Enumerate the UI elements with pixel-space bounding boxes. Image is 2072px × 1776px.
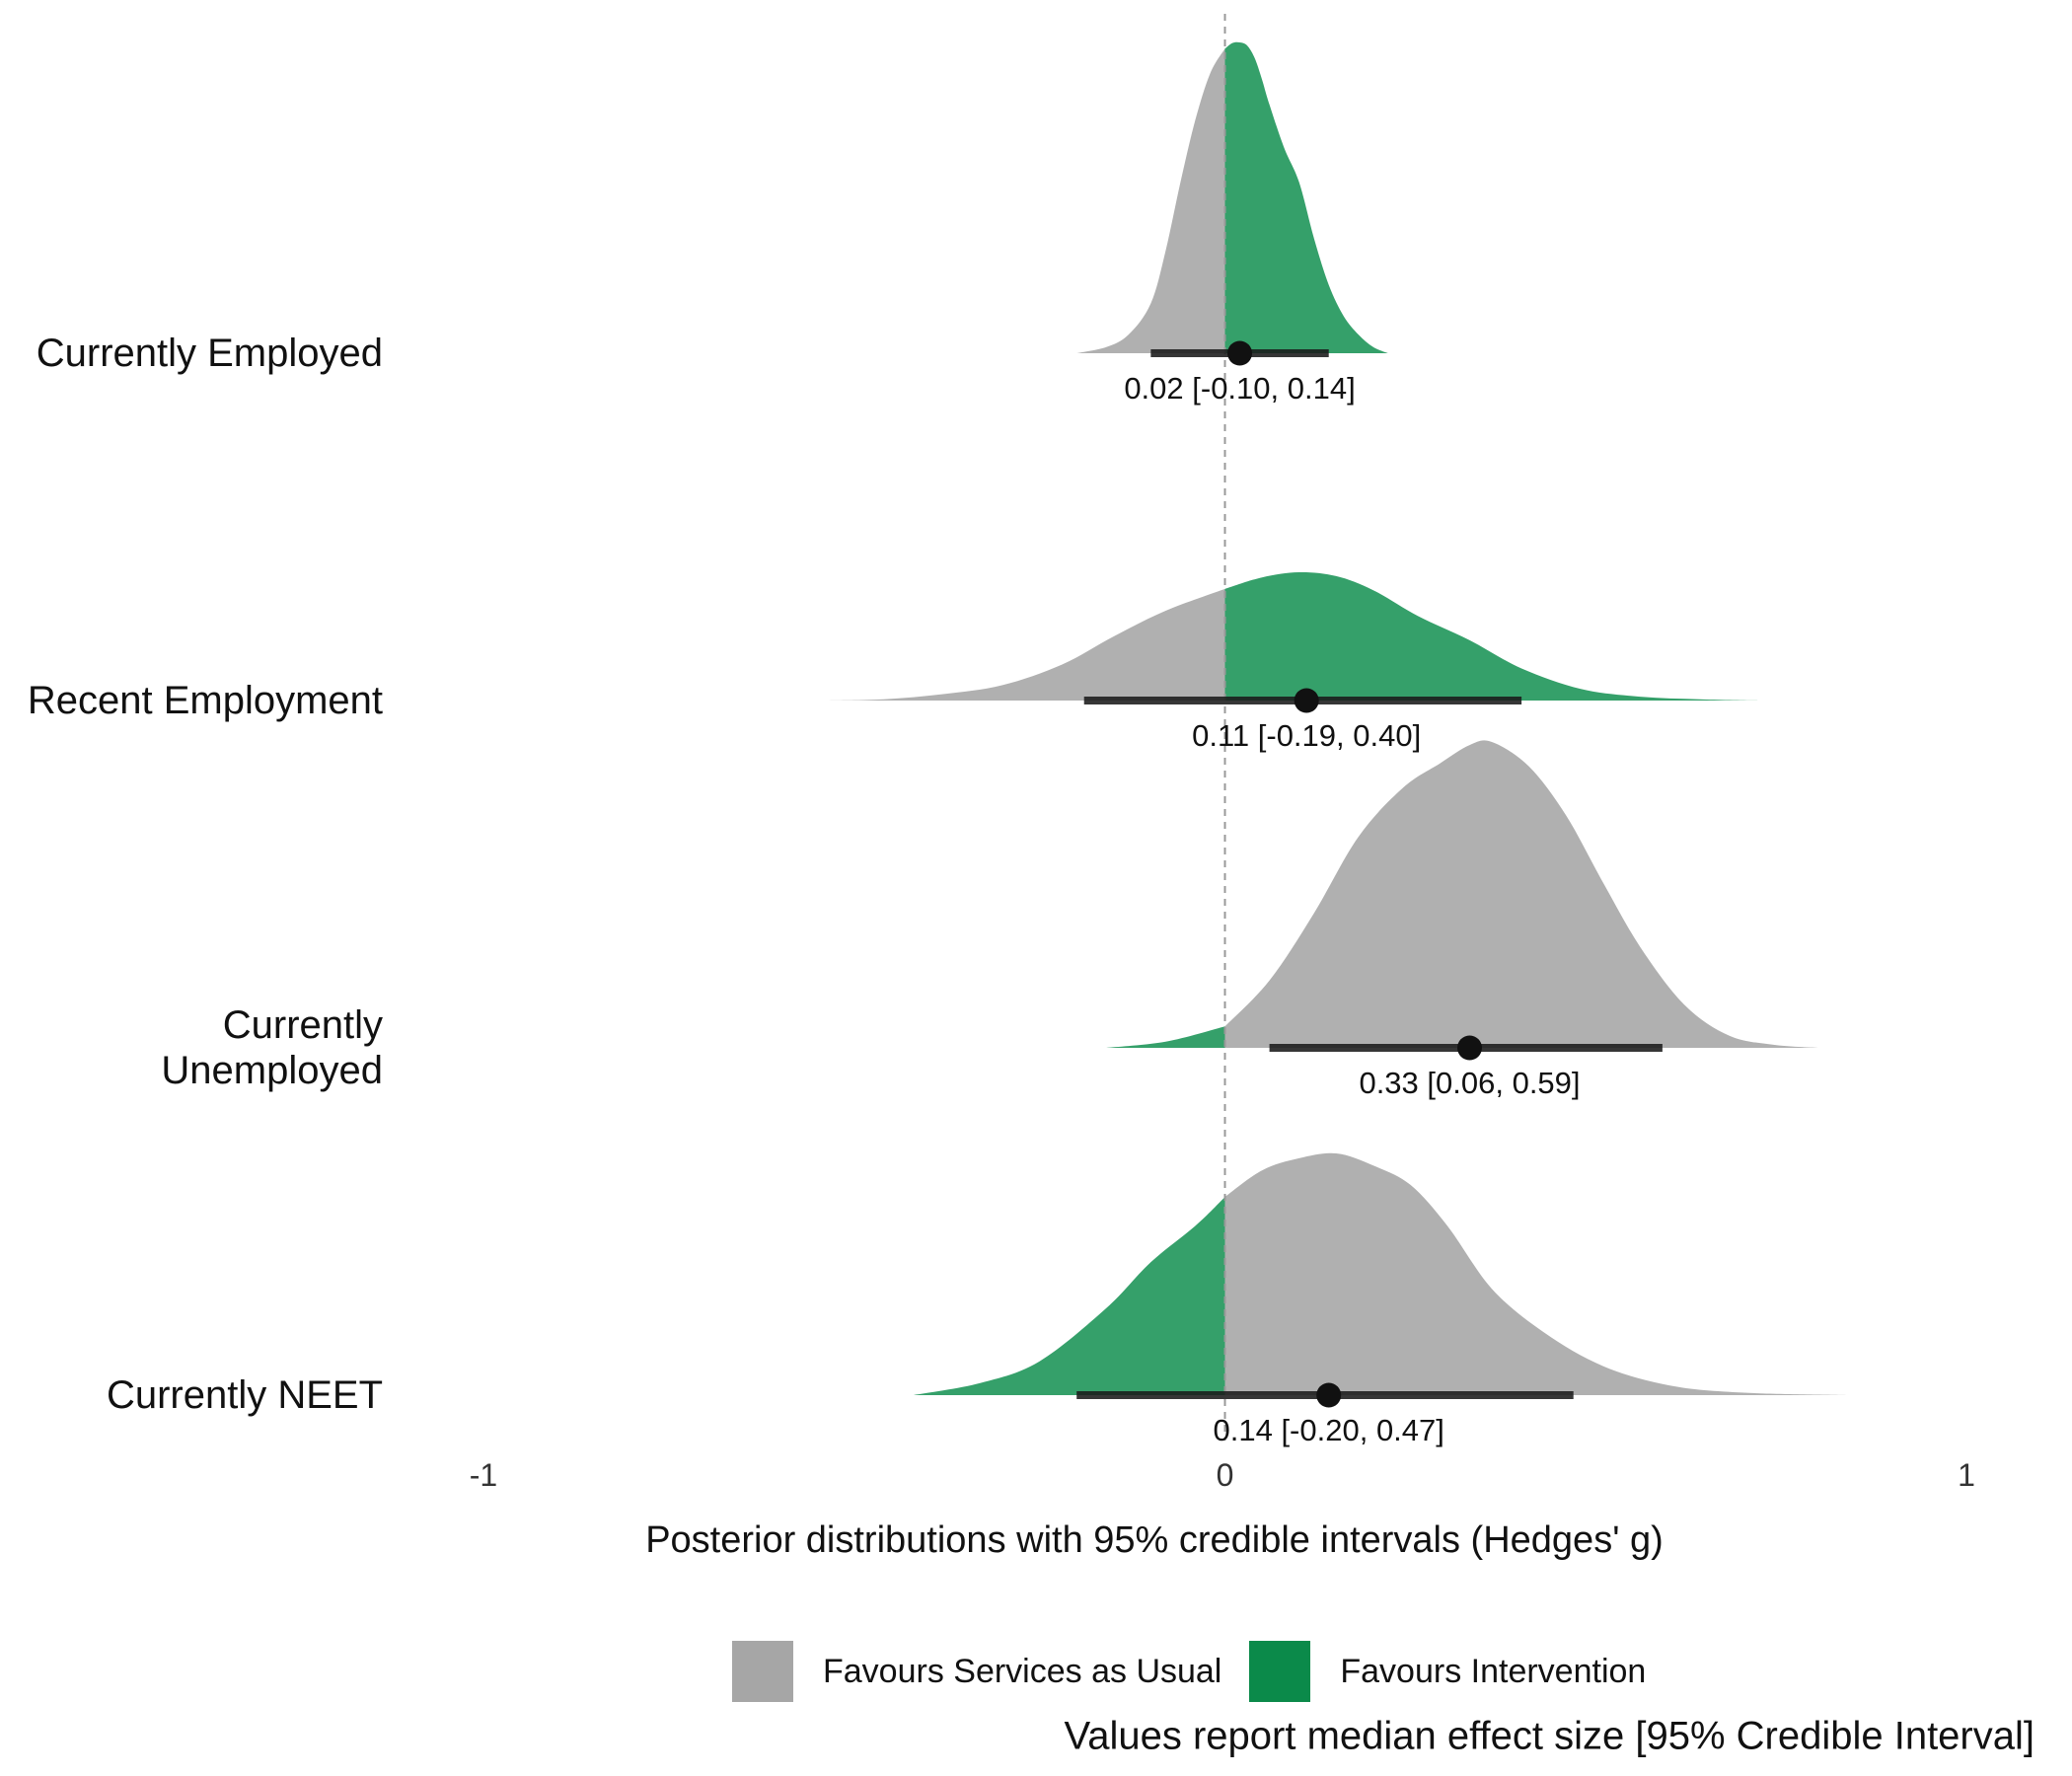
row-label-0: Currently Employed — [0, 331, 383, 376]
legend-label-intervention: Favours Intervention — [1340, 1652, 1647, 1690]
x-axis-title: Posterior distributions with 95% credibl… — [645, 1519, 1664, 1561]
chart-caption: Values report median effect size [95% Cr… — [1064, 1714, 2035, 1758]
effect-size-label-0: 0.02 [-0.10, 0.14] — [1124, 371, 1355, 406]
legend-swatch-services-as-usual — [732, 1641, 793, 1702]
median-point-3 — [1316, 1382, 1342, 1408]
row-label-3: Currently NEET — [0, 1372, 383, 1418]
density-negative-3 — [913, 1197, 1225, 1395]
density-positive-1 — [1224, 571, 1759, 701]
density-positive-3 — [1224, 1152, 1848, 1395]
row-label-line: Currently NEET — [106, 1373, 383, 1417]
density-negative-1 — [824, 588, 1225, 701]
row-label-line: Recent Employment — [27, 679, 383, 722]
row-label-line: Currently Employed — [36, 332, 383, 375]
x-tick-label: 0 — [1216, 1457, 1234, 1493]
row-label-line: Currently — [222, 1003, 383, 1047]
effect-size-label-3: 0.14 [-0.20, 0.47] — [1214, 1413, 1444, 1447]
density-positive-2 — [1224, 740, 1818, 1048]
row-label-1: Recent Employment — [0, 678, 383, 723]
x-tick-label: 1 — [1958, 1457, 1975, 1493]
median-point-2 — [1456, 1035, 1482, 1061]
density-positive-0 — [1224, 41, 1388, 354]
median-point-0 — [1227, 340, 1253, 366]
x-tick-label: -1 — [469, 1457, 498, 1493]
density-negative-0 — [1076, 48, 1225, 354]
row-label-line: Unemployed — [161, 1049, 383, 1092]
effect-size-label-1: 0.11 [-0.19, 0.40] — [1192, 718, 1421, 753]
legend-swatch-intervention — [1249, 1641, 1311, 1702]
legend-label-services-as-usual: Favours Services as Usual — [823, 1652, 1222, 1690]
effect-size-label-2: 0.33 [0.06, 0.59] — [1359, 1066, 1580, 1100]
interval-layer — [1076, 340, 1663, 1408]
annotation-layer: 0.02 [-0.10, 0.14] 0.11 [-0.19, 0.40] 0.33… — [1124, 371, 1580, 1447]
row-label-2: Currently Unemployed — [0, 1002, 383, 1093]
density-negative-2 — [1106, 1026, 1225, 1048]
legend: Favours Services as Usual Favours Interv… — [732, 1641, 1673, 1702]
density-layer — [824, 41, 1848, 1395]
median-point-1 — [1294, 688, 1319, 713]
